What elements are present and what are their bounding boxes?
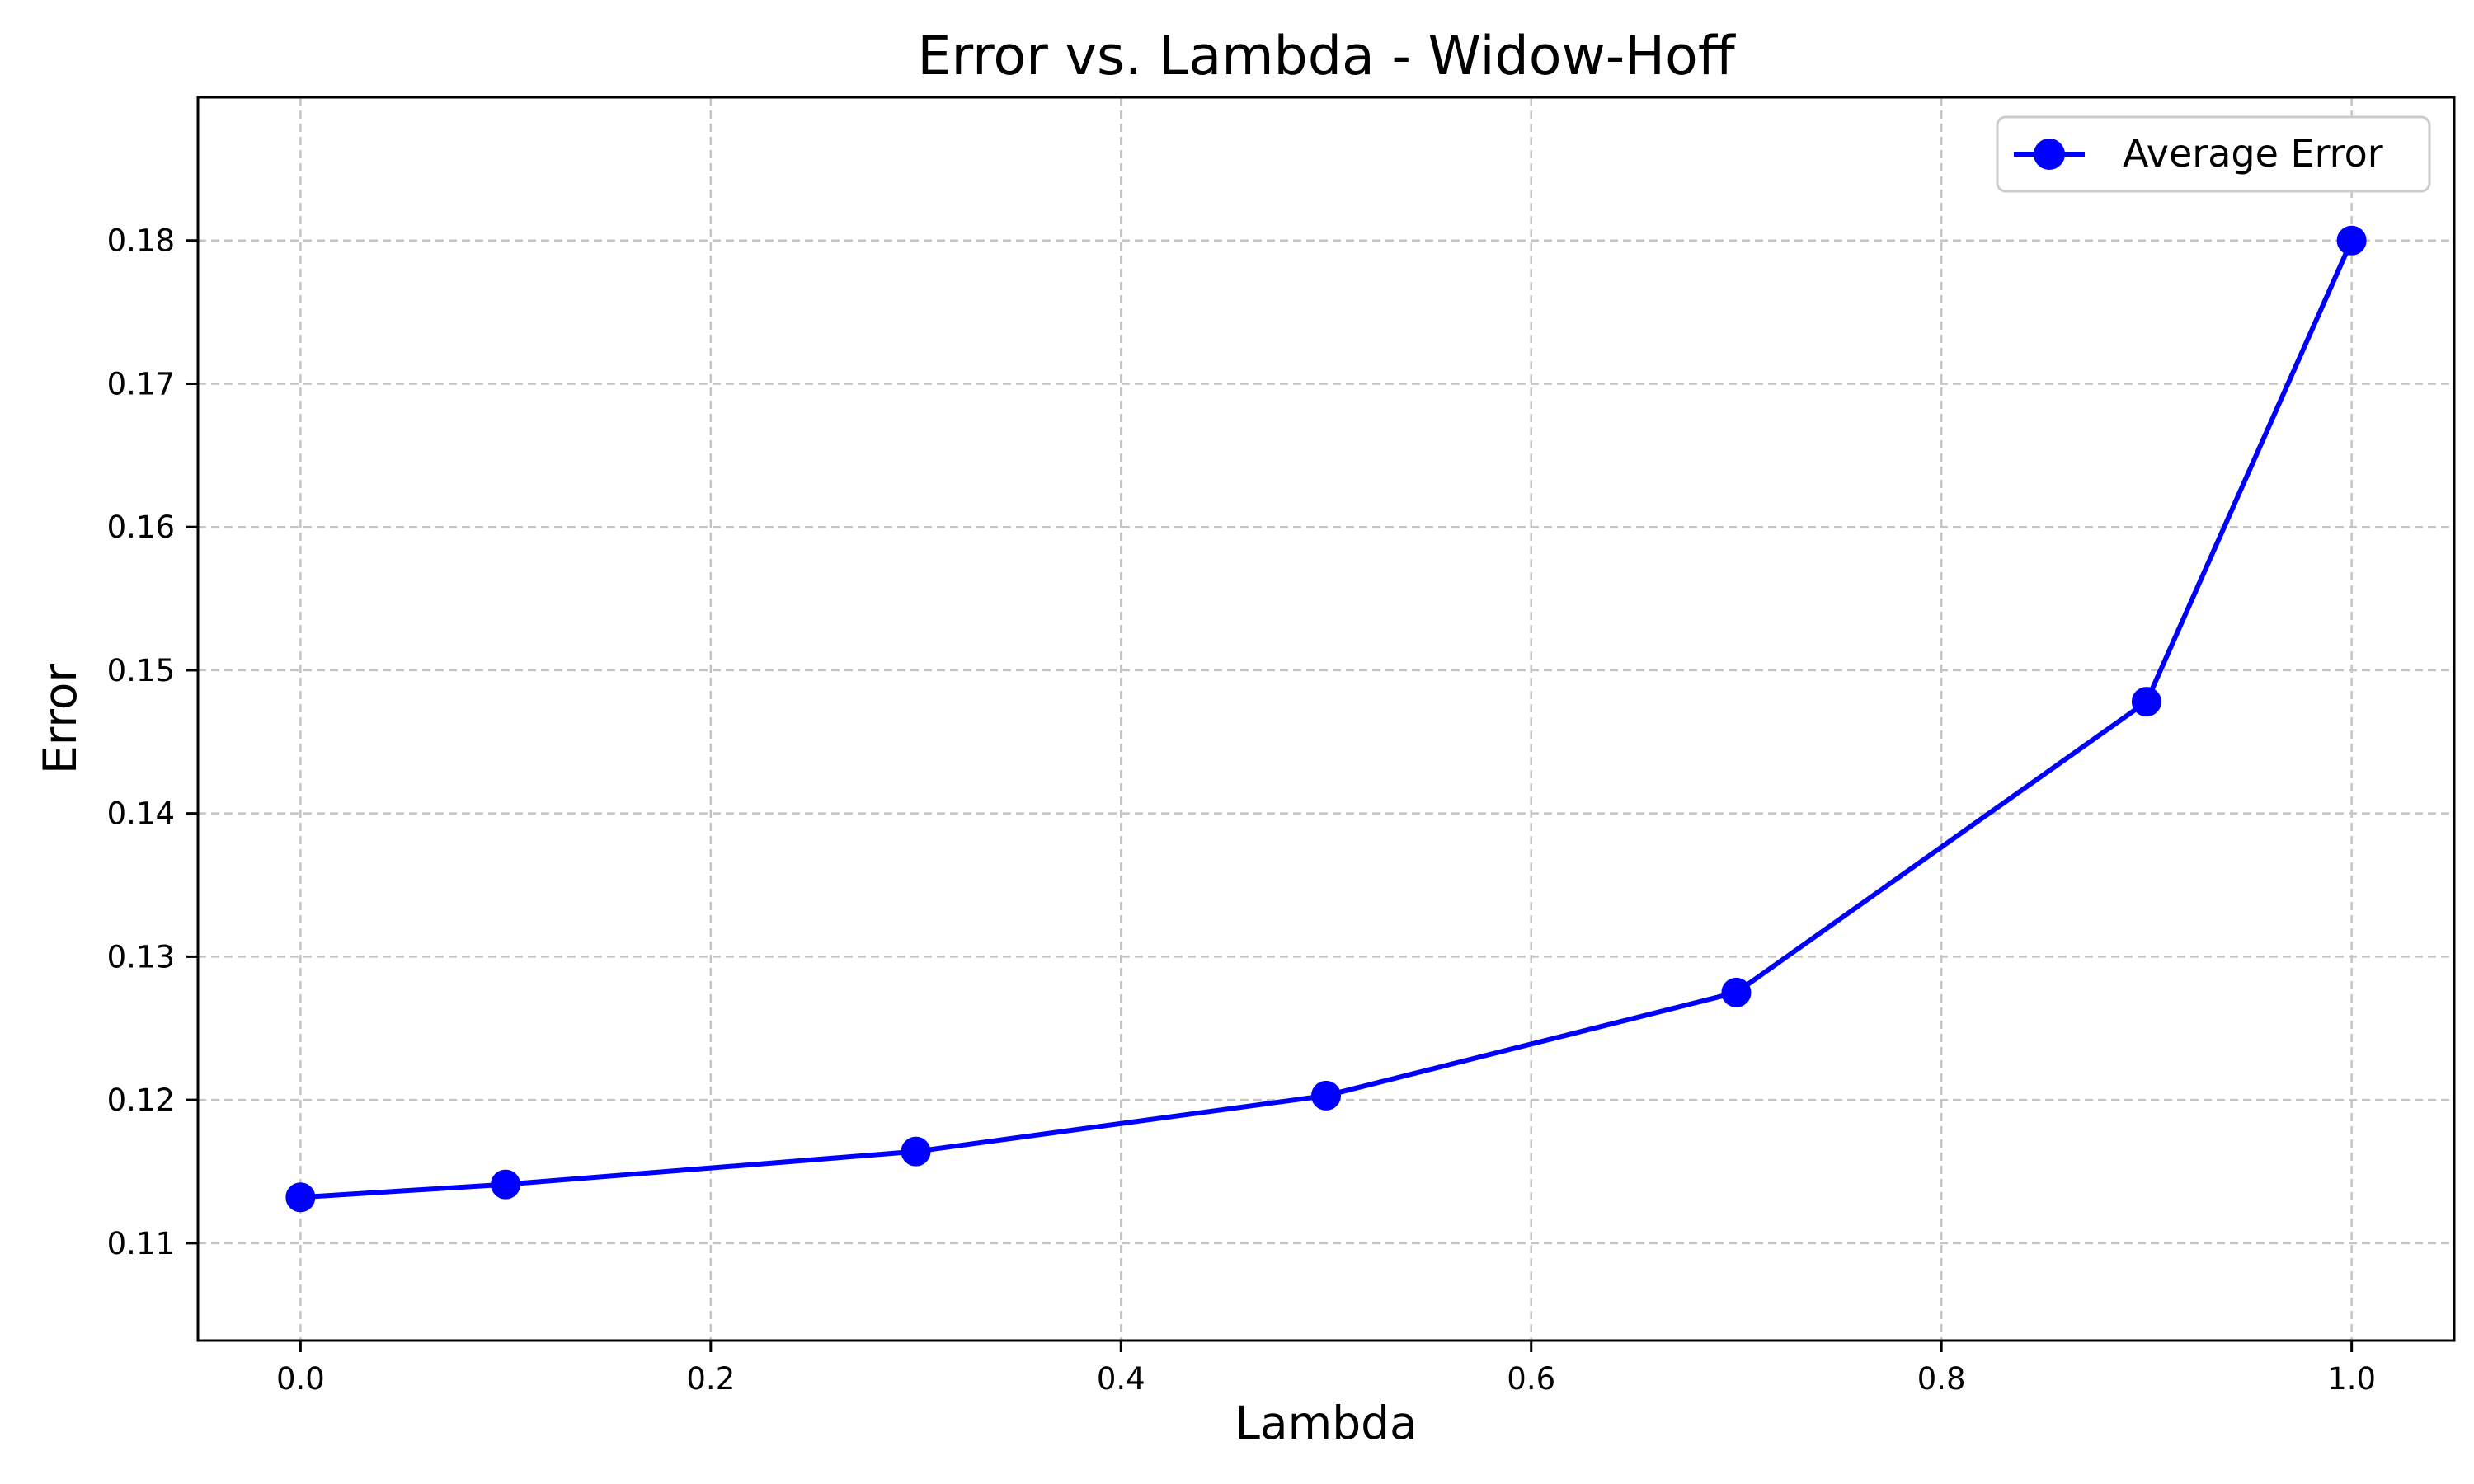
data-point-marker (1311, 1080, 1341, 1111)
data-point-marker (491, 1169, 521, 1200)
y-tick-label: 0.16 (107, 510, 175, 545)
x-tick-label: 0.0 (276, 1361, 325, 1397)
plot-frame (196, 96, 2456, 1342)
legend-label: Average Error (2123, 131, 2383, 176)
x-tick-label: 0.2 (686, 1361, 735, 1397)
y-tick-label: 0.15 (107, 653, 175, 688)
data-point-marker (901, 1136, 931, 1167)
y-tick-label: 0.11 (107, 1226, 175, 1261)
data-point-marker (1721, 977, 1752, 1007)
y-tick-label: 0.12 (107, 1082, 175, 1118)
y-axis-ticks: 0.11 0.12 0.13 0.14 0.15 0.16 0.17 0.18 (107, 223, 198, 1261)
y-tick-label: 0.18 (107, 223, 175, 259)
data-point-marker (2131, 687, 2161, 717)
legend: Average Error (1996, 115, 2431, 193)
x-axis-ticks: 0.0 0.2 0.4 0.6 0.8 1.0 (276, 1341, 2376, 1397)
plot-series (285, 225, 2367, 1213)
x-tick-label: 0.8 (1917, 1361, 1966, 1397)
y-tick-label: 0.13 (107, 939, 175, 974)
data-point-marker (285, 1182, 316, 1213)
x-tick-label: 0.6 (1507, 1361, 1555, 1397)
data-point-marker (2336, 225, 2367, 256)
y-tick-label: 0.14 (107, 796, 175, 832)
legend-box (1996, 115, 2431, 193)
x-tick-label: 0.4 (1097, 1361, 1145, 1397)
x-tick-label: 1.0 (2327, 1361, 2376, 1397)
x-axis-title: Lambda (1235, 1397, 1417, 1449)
y-tick-label: 0.17 (107, 366, 175, 402)
chart-title: Error vs. Lambda - Widow-Hoff (917, 26, 1736, 87)
legend-marker-swatch (2034, 139, 2065, 170)
y-axis-title: Error (34, 664, 87, 774)
